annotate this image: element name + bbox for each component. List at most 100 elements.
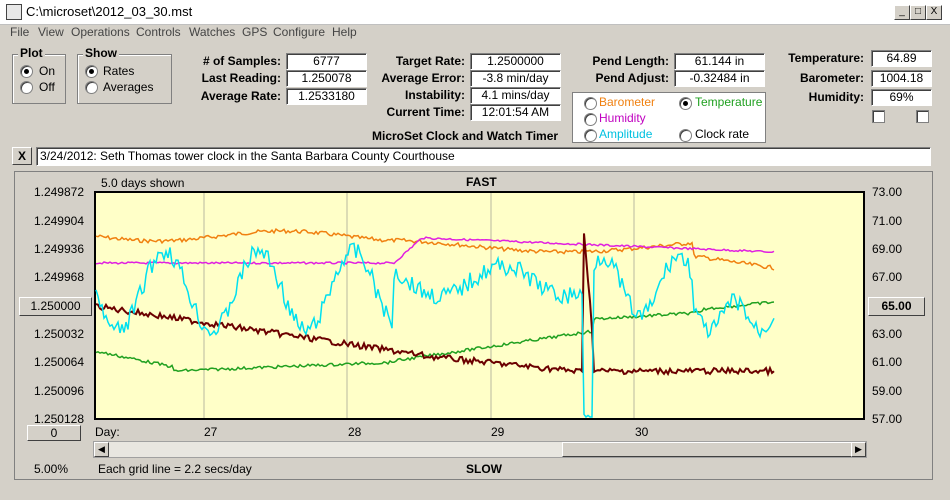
clock-rate-option-label: Clock rate	[695, 127, 750, 141]
humidity-radio[interactable]	[584, 113, 597, 126]
plot-on-label: On	[39, 64, 56, 78]
left-tick-label: 1.250096	[33, 384, 84, 398]
humidity-option-label: Humidity	[599, 111, 646, 125]
average-trace	[95, 233, 775, 378]
plot-off-label: Off	[39, 80, 55, 94]
current-time-value: 12:01:54 AM	[470, 104, 561, 121]
samples-value: 6777	[286, 53, 367, 70]
temperature-value: 64.89	[871, 50, 932, 67]
grid-note: Each grid line = 2.2 secs/day	[98, 462, 252, 476]
show-averages-label: Averages	[103, 80, 154, 94]
amplitude-radio[interactable]	[584, 129, 597, 142]
pend-length-value[interactable]: 61.144 in	[674, 53, 765, 70]
barometer-label: Barometer:	[799, 71, 864, 85]
average-error-value: -3.8 min/day	[470, 70, 561, 87]
instability-label: Instability:	[404, 88, 465, 102]
left-tick-label: 1.250064	[33, 355, 84, 369]
show-rates-label: Rates	[103, 64, 135, 78]
plot-group	[12, 54, 66, 104]
center-temp-button[interactable]: 65.00	[868, 297, 925, 316]
average-rate-label: Average Rate:	[200, 89, 281, 103]
title-bar: C:\microset\2012_03_30.mst _ □ X	[0, 0, 950, 25]
day-axis-label: Day:	[95, 425, 120, 439]
barometer-option-label: Barometer	[599, 95, 656, 109]
temperature-radio[interactable]	[679, 97, 692, 110]
last-reading-label: Last Reading:	[201, 71, 281, 85]
menu-watches[interactable]: Watches	[189, 25, 236, 39]
center-rate-button[interactable]: 1.250000	[19, 297, 92, 316]
menu-gps[interactable]: GPS	[242, 25, 268, 39]
scroll-right-button[interactable]: ▶	[851, 442, 866, 457]
show-rates-radio[interactable]	[85, 65, 98, 78]
temperature-label: Temperature:	[788, 51, 864, 65]
left-tick-label: 1.249872	[33, 185, 84, 199]
left-tick-label: 1.249936	[33, 242, 84, 256]
barometer-trace	[95, 227, 775, 271]
humidity-trace	[95, 236, 775, 265]
samples-label: # of Samples:	[202, 54, 281, 68]
menu-bar: File View Operations Controls Watches GP…	[0, 24, 950, 42]
right-tick-label: 69.00	[872, 242, 903, 256]
barometer-radio[interactable]	[584, 97, 597, 110]
scroll-left-button[interactable]: ◀	[94, 442, 109, 457]
menu-view[interactable]: View	[38, 25, 64, 39]
right-tick-label: 57.00	[872, 412, 903, 426]
menu-controls[interactable]: Controls	[136, 25, 181, 39]
zero-button[interactable]: 0	[27, 425, 81, 441]
percent-label: 5.00%	[34, 462, 69, 476]
right-tick-label: 67.00	[872, 270, 903, 284]
pend-length-label: Pend Length:	[592, 54, 669, 68]
sensor-panel	[572, 92, 766, 143]
chart-background	[94, 191, 865, 420]
note-field[interactable]: 3/24/2012: Seth Thomas tower clock in th…	[36, 147, 931, 166]
humidity-checkbox-2[interactable]	[916, 110, 929, 123]
show-group-title: Show	[83, 46, 119, 60]
close-button[interactable]: X	[926, 5, 942, 20]
left-tick-label: 1.250032	[33, 327, 84, 341]
current-time-label: Current Time:	[386, 105, 465, 119]
plot-on-radio[interactable]	[20, 65, 33, 78]
day-tick-label: 27	[204, 425, 218, 439]
menu-file[interactable]: File	[10, 25, 30, 39]
day-tick-label: 30	[635, 425, 649, 439]
pend-adjust-value: -0.32484 in	[674, 70, 765, 87]
average-rate-value: 1.2533180	[286, 88, 367, 105]
humidity-label: Humidity:	[808, 90, 864, 104]
plot-off-radio[interactable]	[20, 81, 33, 94]
barometer-value: 1004.18	[871, 70, 932, 87]
humidity-value: 69%	[871, 89, 932, 106]
instability-value: 4.1 mins/day	[470, 87, 561, 104]
slow-label: SLOW	[466, 462, 502, 476]
right-tick-label: 61.00	[872, 355, 903, 369]
clock-rate-radio[interactable]	[679, 129, 692, 142]
show-group	[77, 54, 172, 104]
note-close-button[interactable]: X	[12, 147, 32, 165]
menu-configure[interactable]: Configure	[273, 25, 326, 39]
temperature-option-label: Temperature	[695, 95, 763, 109]
left-tick-label: 1.249968	[33, 270, 84, 284]
menu-operations[interactable]: Operations	[71, 25, 130, 39]
day-tick-label: 29	[491, 425, 505, 439]
scroll-thumb[interactable]	[562, 442, 852, 457]
target-rate-label: Target Rate:	[395, 54, 465, 68]
app-icon	[6, 4, 22, 20]
left-tick-label: 1.249904	[33, 214, 84, 228]
right-tick-label: 63.00	[872, 327, 903, 341]
right-tick-label: 73.00	[872, 185, 903, 199]
maximize-button[interactable]: □	[910, 5, 926, 20]
day-tick-label: 28	[348, 425, 362, 439]
menu-help[interactable]: Help	[332, 25, 357, 39]
minimize-button[interactable]: _	[894, 5, 910, 20]
humidity-checkbox-1[interactable]	[872, 110, 885, 123]
temperature-trace	[95, 301, 775, 373]
right-tick-label: 71.00	[872, 214, 903, 228]
rate-trace	[95, 242, 775, 419]
plot-group-title: Plot	[18, 46, 45, 60]
right-tick-label: 59.00	[872, 384, 903, 398]
left-tick-label: 1.250128	[33, 412, 84, 426]
fast-label: FAST	[466, 175, 497, 189]
target-rate-value[interactable]: 1.2500000	[470, 53, 561, 70]
pend-adjust-label: Pend Adjust:	[595, 71, 669, 85]
show-averages-radio[interactable]	[85, 81, 98, 94]
window-title: C:\microset\2012_03_30.mst	[26, 4, 193, 19]
